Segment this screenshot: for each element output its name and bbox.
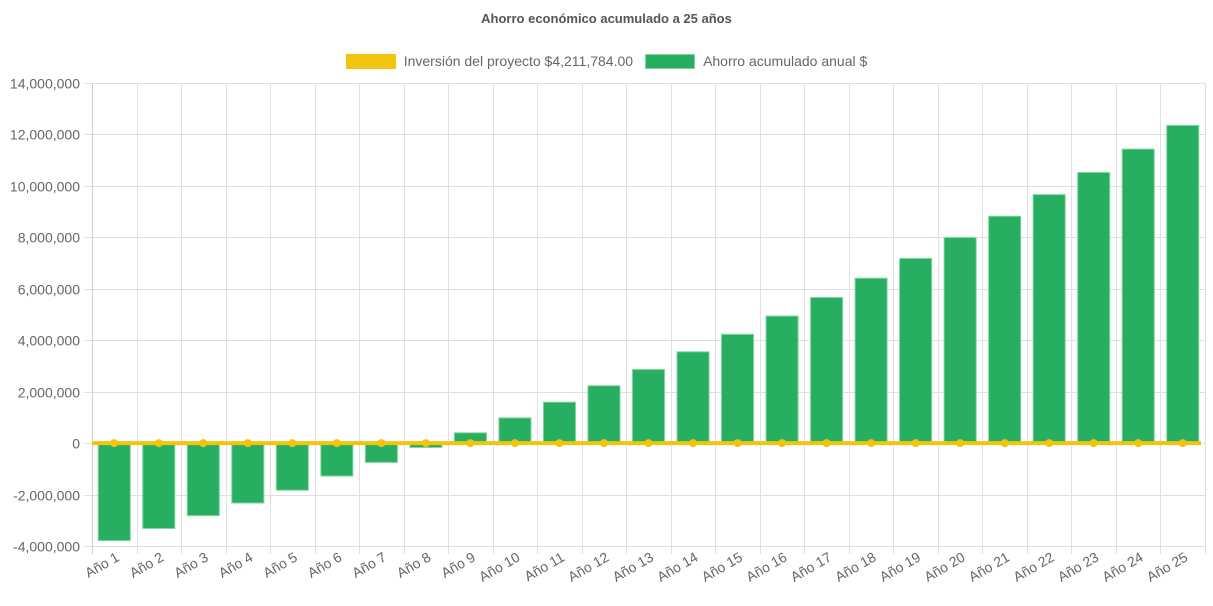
- line-point[interactable]: [377, 439, 386, 448]
- legend-swatch-savings: [645, 53, 696, 69]
- y-tick-label: 0: [72, 436, 80, 452]
- legend: Inversión del proyecto $4,211,784.00 Aho…: [0, 53, 1213, 69]
- x-tick-label: Año 7: [349, 549, 389, 581]
- x-tick-label: Año 20: [921, 549, 968, 585]
- y-tick-label: -4,000,000: [13, 539, 80, 555]
- bar[interactable]: [1166, 124, 1200, 444]
- legend-label-investment: Inversión del proyecto $4,211,784.00: [403, 53, 634, 69]
- x-tick-label: Año 2: [127, 549, 167, 581]
- legend-item-investment[interactable]: Inversión del proyecto $4,211,784.00: [345, 53, 634, 69]
- line-point[interactable]: [510, 439, 519, 448]
- bar[interactable]: [988, 215, 1022, 444]
- line-point[interactable]: [199, 439, 208, 448]
- x-tick-label: Año 19: [877, 549, 924, 585]
- bar[interactable]: [1032, 194, 1066, 444]
- bar[interactable]: [587, 385, 621, 444]
- x-tick-label: Año 6: [305, 549, 345, 581]
- bar[interactable]: [631, 369, 666, 444]
- x-tick-label: Año 9: [438, 549, 478, 581]
- line-point[interactable]: [1134, 439, 1143, 448]
- bar[interactable]: [186, 442, 220, 517]
- bar-series: [97, 124, 1200, 542]
- y-tick-label: 10,000,000: [10, 179, 80, 195]
- bar[interactable]: [231, 442, 265, 504]
- x-tick-label: Año 22: [1010, 549, 1057, 585]
- line-point[interactable]: [1089, 439, 1098, 448]
- x-tick-label: Año 17: [788, 549, 835, 585]
- x-tick-label: Año 21: [966, 549, 1013, 585]
- y-tick-label: 4,000,000: [18, 333, 80, 349]
- y-tick-label: 6,000,000: [18, 282, 80, 298]
- bar[interactable]: [1077, 172, 1111, 444]
- bar[interactable]: [275, 442, 309, 491]
- line-point[interactable]: [867, 439, 876, 448]
- x-tick-label: Año 8: [394, 549, 434, 581]
- line-point[interactable]: [911, 439, 920, 448]
- x-tick-label: Año 11: [521, 549, 567, 585]
- line-point[interactable]: [110, 439, 119, 448]
- line-point[interactable]: [644, 439, 653, 448]
- line-series: [92, 439, 1201, 448]
- line-point[interactable]: [956, 439, 965, 448]
- bar[interactable]: [765, 315, 799, 444]
- x-axis: Año 1 Año 2 Año 3 Año 4 Año 5 Año 6 Año 7 Año 8…: [82, 549, 1190, 585]
- bar[interactable]: [320, 442, 354, 477]
- line-point[interactable]: [288, 439, 297, 448]
- x-tick-label: Año 10: [476, 549, 523, 585]
- line-point[interactable]: [332, 439, 341, 448]
- y-tick-label: 14,000,000: [10, 76, 80, 92]
- bar[interactable]: [721, 333, 755, 444]
- x-tick-label: Año 16: [743, 549, 790, 585]
- y-tick-label: -2,000,000: [13, 488, 80, 504]
- y-tick-label: 2,000,000: [18, 385, 80, 401]
- bar[interactable]: [676, 351, 710, 444]
- x-tick-label: Año 1: [82, 549, 122, 581]
- line-point[interactable]: [243, 439, 252, 448]
- legend-label-savings: Ahorro acumulado anual $: [703, 53, 868, 69]
- x-tick-label: Año 5: [260, 549, 300, 581]
- line-point[interactable]: [822, 439, 831, 448]
- bar[interactable]: [1121, 148, 1155, 444]
- chart-title: Ahorro económico acumulado a 25 años: [481, 11, 732, 26]
- x-tick-label: Año 4: [216, 549, 256, 581]
- bar[interactable]: [97, 442, 131, 542]
- bar[interactable]: [142, 442, 176, 530]
- x-tick-label: Año 15: [699, 549, 746, 585]
- x-tick-label: Año 24: [1099, 549, 1146, 585]
- bar[interactable]: [943, 237, 977, 444]
- legend-item-savings[interactable]: Ahorro acumulado anual $: [645, 53, 867, 69]
- legend-swatch-investment: [345, 53, 396, 69]
- line-point[interactable]: [154, 439, 163, 448]
- line-point[interactable]: [421, 439, 430, 448]
- line-point[interactable]: [1178, 439, 1187, 448]
- y-tick-label: 8,000,000: [18, 230, 80, 246]
- line-point[interactable]: [778, 439, 787, 448]
- x-tick-label: Año 25: [1144, 549, 1191, 585]
- x-tick-label: Año 14: [654, 549, 701, 585]
- line-point[interactable]: [555, 439, 564, 448]
- y-axis: -4,000,000 -2,000,000 0 2,000,000 4,000,000 6…: [10, 76, 80, 555]
- bar[interactable]: [542, 401, 576, 444]
- x-tick-label: Año 12: [565, 549, 612, 585]
- line-point[interactable]: [733, 439, 742, 448]
- bar[interactable]: [854, 277, 888, 444]
- x-tick-label: Año 23: [1055, 549, 1102, 585]
- line-point[interactable]: [1045, 439, 1054, 448]
- line-point[interactable]: [466, 439, 475, 448]
- line-point[interactable]: [689, 439, 698, 448]
- x-tick-label: Año 3: [171, 549, 211, 581]
- line-point[interactable]: [1000, 439, 1009, 448]
- bar[interactable]: [899, 257, 933, 444]
- line-point[interactable]: [599, 439, 608, 448]
- y-tick-label: 12,000,000: [10, 127, 80, 143]
- x-tick-label: Año 18: [832, 549, 879, 585]
- bar[interactable]: [810, 297, 844, 444]
- x-tick-label: Año 13: [610, 549, 657, 585]
